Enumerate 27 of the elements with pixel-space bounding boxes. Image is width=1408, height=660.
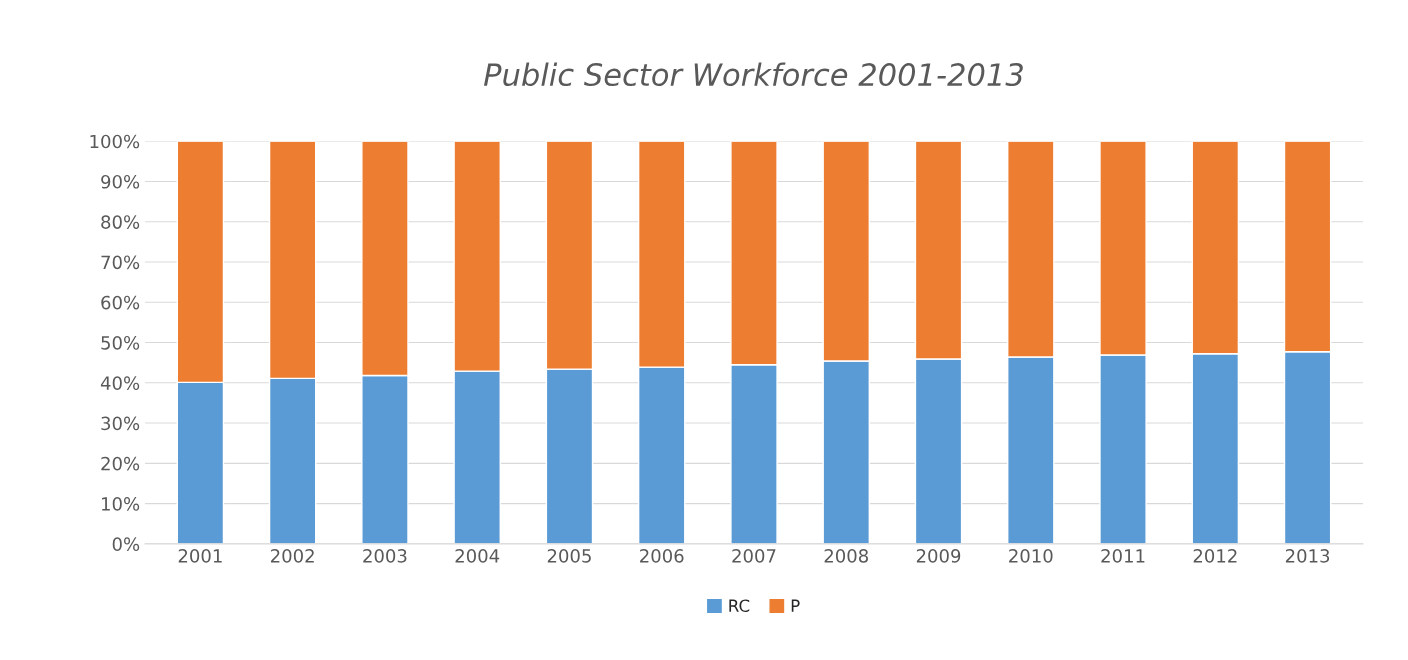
- y-tick-label: 40%: [100, 376, 140, 390]
- y-tick-label: 80%: [101, 215, 140, 229]
- y-tick-label: 70%: [101, 255, 140, 270]
- x-tick-label: 2006: [640, 549, 684, 563]
- legend-label: P: [791, 599, 800, 612]
- x-tick-label: 2007: [732, 549, 776, 563]
- x-tick-label: 2013: [1285, 549, 1330, 563]
- y-tick-label: 50%: [101, 336, 140, 350]
- y-tick-label: 30%: [101, 416, 140, 431]
- x-tick-label: 2011: [1101, 549, 1145, 563]
- x-tick-label: 2009: [916, 549, 961, 563]
- x-tick-label: 2005: [547, 549, 591, 563]
- x-tick-label: 2001: [178, 549, 222, 563]
- x-tick-label: 2010: [1009, 549, 1053, 563]
- x-tick-label: 2003: [363, 549, 407, 563]
- y-tick-label: 100%: [90, 134, 140, 149]
- y-tick-label: 90%: [101, 174, 140, 189]
- x-tick-label: 2012: [1193, 549, 1237, 563]
- chart-title: Public Sector Workforce 2001-2013: [483, 62, 1023, 87]
- x-tick-label: 2004: [455, 549, 500, 563]
- x-tick-label: 2002: [271, 549, 314, 563]
- y-tick-label: 0%: [112, 537, 140, 551]
- legend-label: RC: [729, 599, 750, 612]
- y-tick-label: 10%: [102, 497, 140, 511]
- y-tick-label: 60%: [101, 295, 140, 310]
- y-tick-label: 20%: [101, 456, 140, 471]
- x-tick-label: 2008: [824, 549, 868, 563]
